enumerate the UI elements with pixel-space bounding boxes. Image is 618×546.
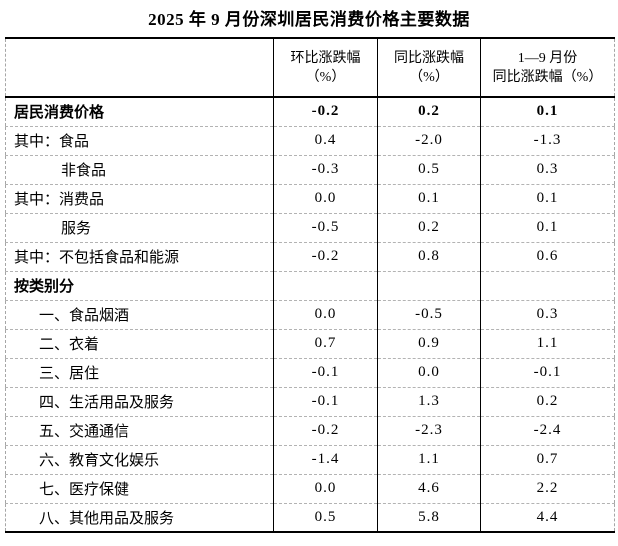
- row-value-yoy: 0.1: [377, 184, 481, 213]
- row-value-mom: -1.4: [273, 445, 378, 474]
- header-cell-indicator: [6, 38, 274, 97]
- header-mom-line1: 环比涨跌幅: [290, 50, 361, 66]
- row-value-ytd: 4.4: [480, 503, 615, 532]
- table-row: 居民消费价格 -0.2 0.2 0.1: [6, 97, 615, 126]
- table-row: 五、交通通信 -0.2 -2.3 -2.4: [5, 416, 615, 445]
- table-row: 非食品 -0.3 0.5 0.3: [5, 155, 615, 184]
- page-title: 2025 年 9 月份深圳居民消费价格主要数据: [148, 10, 470, 29]
- row-value-ytd: 0.1: [480, 97, 615, 126]
- row-label: 五、交通通信: [39, 424, 130, 440]
- header-cell-yoy: 同比涨跌幅 （%）: [377, 38, 481, 97]
- row-value-ytd: [480, 271, 615, 300]
- row-value-ytd: 1.1: [480, 329, 615, 358]
- row-value-yoy: 1.3: [377, 387, 481, 416]
- row-label: 六、教育文化娱乐: [39, 453, 160, 469]
- row-value-ytd: -2.4: [480, 416, 615, 445]
- table-row: 服务 -0.5 0.2 0.1: [5, 213, 615, 242]
- row-value-yoy: [377, 271, 481, 300]
- header-mom-line2: （%）: [305, 69, 346, 85]
- row-value-mom: -0.2: [273, 97, 378, 126]
- row-value-ytd: 0.3: [480, 300, 615, 329]
- table-row: 二、衣着 0.7 0.9 1.1: [5, 329, 615, 358]
- table-row: 按类别分: [5, 271, 615, 300]
- row-label: 非食品: [61, 163, 107, 179]
- row-value-yoy: 0.9: [377, 329, 481, 358]
- header-yoy-line1: 同比涨跌幅: [394, 50, 464, 66]
- header-row: 环比涨跌幅 （%） 同比涨跌幅 （%） 1—9 月份 同比涨跌幅（%）: [5, 38, 615, 97]
- row-value-yoy: 0.0: [377, 358, 481, 387]
- row-value-yoy: 1.1: [377, 445, 481, 474]
- row-value-mom: [273, 271, 378, 300]
- header-cell-mom: 环比涨跌幅 （%）: [273, 38, 378, 97]
- row-value-mom: -0.1: [273, 358, 378, 387]
- row-value-yoy: 4.6: [377, 474, 481, 503]
- row-value-mom: 0.0: [273, 474, 378, 503]
- row-value-mom: -0.5: [273, 213, 378, 242]
- row-value-mom: -0.2: [273, 416, 378, 445]
- row-label: 其中：不包括食品和能源: [14, 250, 180, 266]
- row-value-yoy: 0.2: [377, 213, 481, 242]
- row-value-ytd: 0.3: [480, 155, 615, 184]
- row-value-mom: -0.1: [273, 387, 378, 416]
- header-ytd-line1: 1—9 月份: [517, 50, 578, 66]
- row-value-yoy: 0.8: [377, 242, 481, 271]
- row-value-mom: -0.2: [273, 242, 378, 271]
- table-row: 其中：消费品 0.0 0.1 0.1: [5, 184, 615, 213]
- header-yoy-line2: （%）: [409, 69, 449, 85]
- row-value-ytd: 0.1: [480, 184, 615, 213]
- row-value-ytd: -0.1: [480, 358, 615, 387]
- row-value-mom: 0.0: [273, 184, 378, 213]
- table-row: 其中：不包括食品和能源 -0.2 0.8 0.6: [5, 242, 615, 271]
- row-label: 八、其他用品及服务: [39, 510, 175, 527]
- row-label: 二、衣着: [39, 337, 100, 353]
- row-value-mom: 0.4: [273, 126, 378, 155]
- row-value-ytd: 0.7: [480, 445, 615, 474]
- cpi-data-table: 环比涨跌幅 （%） 同比涨跌幅 （%） 1—9 月份 同比涨跌幅（%） 居民消费…: [5, 37, 615, 533]
- table-row: 八、其他用品及服务 0.5 5.8 4.4: [5, 503, 615, 532]
- row-value-yoy: 0.5: [377, 155, 481, 184]
- row-value-yoy: -0.5: [377, 300, 481, 329]
- table-row: 一、食品烟酒 0.0 -0.5 0.3: [5, 300, 615, 329]
- row-value-ytd: -1.3: [480, 126, 615, 155]
- row-label: 七、医疗保健: [39, 482, 130, 498]
- table-row: 七、医疗保健 0.0 4.6 2.2: [5, 474, 615, 503]
- header-cell-ytd: 1—9 月份 同比涨跌幅（%）: [480, 38, 615, 97]
- row-label: 其中：消费品: [14, 192, 105, 208]
- table-row: 其中：食品 0.4 -2.0 -1.3: [5, 126, 615, 155]
- row-label: 其中：食品: [14, 134, 90, 150]
- row-value-ytd: 2.2: [480, 474, 615, 503]
- row-value-yoy: 0.2: [377, 97, 481, 126]
- row-label: 居民消费价格: [14, 105, 105, 122]
- row-value-mom: 0.0: [273, 300, 378, 329]
- row-value-ytd: 0.2: [480, 387, 615, 416]
- row-value-ytd: 0.1: [480, 213, 615, 242]
- row-value-yoy: -2.3: [377, 416, 481, 445]
- table-row: 三、居住 -0.1 0.0 -0.1: [5, 358, 615, 387]
- row-label: 服务: [61, 221, 92, 237]
- row-value-mom: -0.3: [273, 155, 378, 184]
- row-label: 四、生活用品及服务: [39, 395, 175, 411]
- header-ytd-line2: 同比涨跌幅（%）: [492, 69, 603, 85]
- row-value-mom: 0.5: [273, 503, 378, 532]
- table-header: 环比涨跌幅 （%） 同比涨跌幅 （%） 1—9 月份 同比涨跌幅（%）: [5, 38, 615, 97]
- table-row: 四、生活用品及服务 -0.1 1.3 0.2: [5, 387, 615, 416]
- row-value-yoy: -2.0: [377, 126, 481, 155]
- row-value-mom: 0.7: [273, 329, 378, 358]
- row-label: 三、居住: [39, 366, 100, 382]
- row-value-ytd: 0.6: [480, 242, 615, 271]
- row-value-yoy: 5.8: [377, 503, 481, 532]
- table-row: 六、教育文化娱乐 -1.4 1.1 0.7: [5, 445, 615, 474]
- table-body: 居民消费价格 -0.2 0.2 0.1 其中：食品 0.4 -2.0 -1.3 …: [5, 97, 615, 532]
- row-label: 一、食品烟酒: [39, 308, 130, 324]
- row-label: 按类别分: [14, 279, 75, 295]
